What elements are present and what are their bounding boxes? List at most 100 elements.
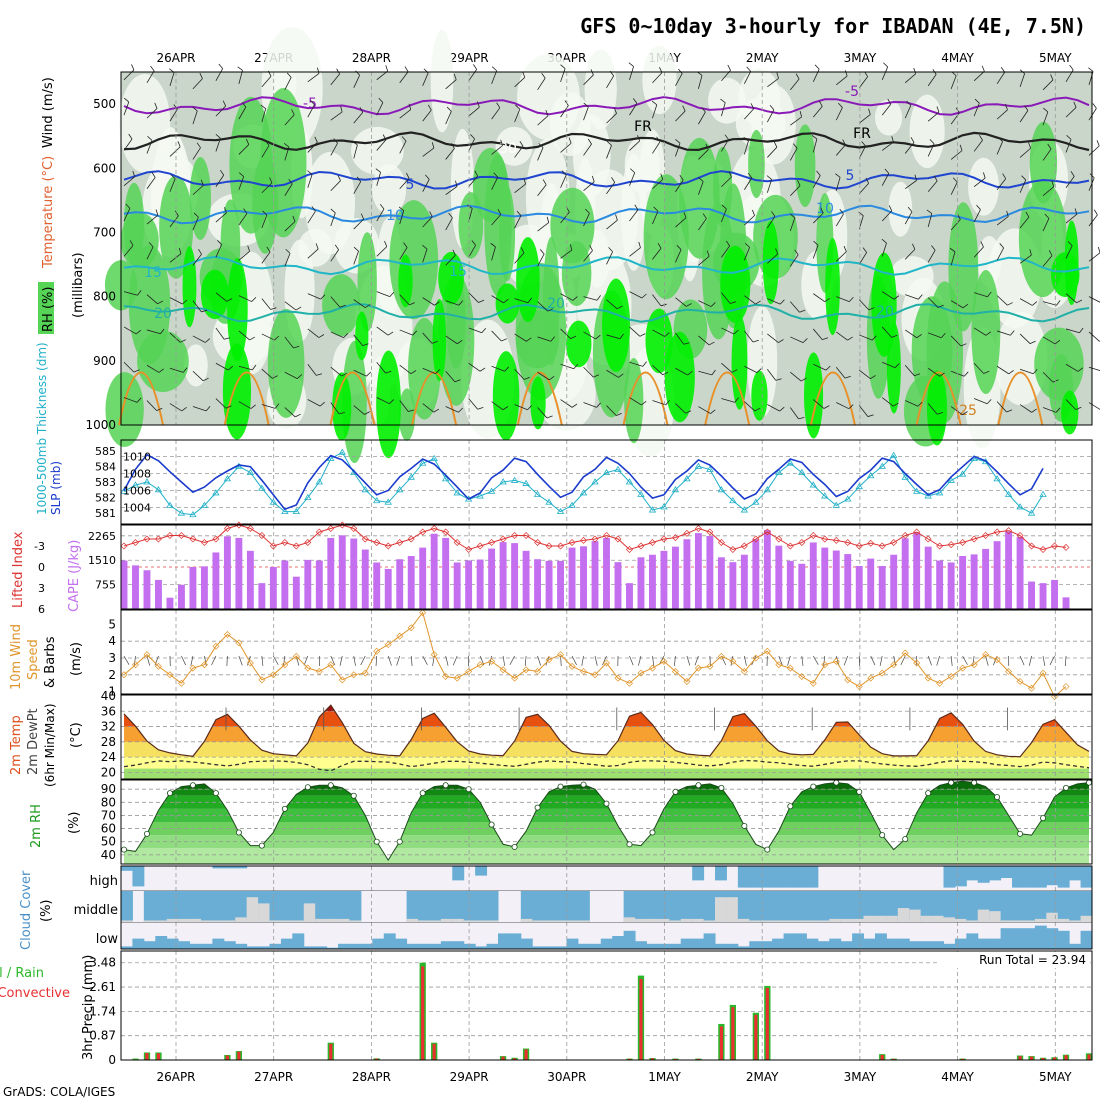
wind-barb-flag (519, 140, 524, 147)
cloud-cell-high (223, 866, 236, 869)
thickness-marker (867, 471, 875, 479)
wind-barb (904, 73, 917, 84)
cloud-cell-low (1000, 928, 1013, 949)
cloud-cell-high (760, 866, 773, 888)
wind-barb-flag (835, 173, 841, 178)
wind-speed-marker (384, 641, 392, 649)
wind-barb (950, 181, 958, 195)
wind-barb (514, 404, 528, 411)
wind-barb (468, 398, 478, 410)
lifted-index-marker (407, 535, 415, 543)
wind-barb-flag (1031, 408, 1037, 413)
cloud-cell-middle (418, 920, 430, 922)
lifted-index-marker (522, 532, 530, 539)
wind-speed-marker (878, 669, 886, 677)
rh-marker (488, 821, 495, 828)
lifted-index-marker (235, 521, 243, 529)
precip-tick-label: 3.48 (89, 956, 116, 970)
wind-speed-marker (465, 667, 473, 675)
wind-barb-flag (839, 209, 844, 215)
date-label-top: 4MAY (941, 51, 974, 65)
wind-barb-flag (682, 105, 686, 112)
wind-barb-10m (962, 655, 968, 665)
rh-shade-moist (252, 154, 279, 254)
cloud-middle-base (418, 891, 430, 922)
wind-barb (950, 406, 963, 416)
cloud-cell-high (943, 866, 956, 888)
cloud-middle-base (555, 891, 568, 922)
precip-convective-bar (696, 1058, 700, 1060)
wind-barb-flag (200, 179, 204, 186)
wind-barb-flag (151, 172, 156, 178)
wind-barb-flag (642, 361, 647, 367)
thickness-marker (189, 510, 197, 518)
wind-barb-flag (471, 240, 476, 246)
wind-barb (836, 296, 850, 303)
lifted-index-marker (729, 546, 737, 553)
wind-barb (812, 328, 823, 340)
wind-barb (192, 147, 201, 160)
wind-barb-flag (595, 334, 601, 340)
lifted-index-marker (1016, 532, 1024, 539)
wind-barb-flag (473, 64, 478, 70)
lifted-index-marker (1028, 542, 1036, 550)
wind-barb (376, 208, 385, 222)
wind-barb (675, 217, 687, 228)
cape-bar (694, 533, 702, 609)
thickness-marker (1039, 490, 1047, 497)
wind-barb-10m (445, 655, 449, 666)
cape-bar (246, 550, 254, 609)
wind-barb (835, 251, 847, 262)
wind-barb (560, 328, 571, 339)
wind-barb-flag (894, 363, 900, 368)
thickness-marker (637, 490, 645, 497)
chart-title: GFS 0~10day 3-hourly for IBADAN (4E, 7.5… (580, 14, 1086, 38)
cloud-cell-low (1034, 925, 1047, 949)
wind-barb-flag (1006, 409, 1013, 413)
cape-bar (706, 535, 714, 609)
cloud-cell-high (989, 866, 1002, 881)
wind-speed-marker (419, 609, 427, 617)
wind-barb-flag (931, 245, 936, 251)
cloud-cell-low (703, 933, 716, 949)
wind-barb (422, 367, 436, 375)
rh-shade-moist (1029, 121, 1058, 204)
wind-barb (1042, 255, 1053, 267)
wind-barb-10m (823, 655, 826, 666)
wind-barb-flag (779, 299, 785, 305)
cloud-cell-high (966, 866, 979, 881)
wind-barb-flag (237, 66, 243, 71)
isotherm-25-arch (329, 371, 376, 426)
wind-barb-flag (199, 73, 203, 79)
wind-barb-flag (887, 98, 892, 105)
wind-barb (514, 333, 527, 342)
temp-tick-label: 20 (101, 765, 116, 779)
wind-barb-flag (319, 401, 325, 407)
wind-barb (169, 72, 175, 86)
wind-axis-label-2: Speed (26, 639, 41, 680)
wind-barb-flag (683, 212, 687, 218)
lifted-index-marker (775, 535, 783, 543)
lifted-index-marker (855, 542, 863, 550)
wind-barb-flag (398, 206, 405, 211)
wind-barb-flag (136, 397, 142, 403)
wind-barb-flag (941, 332, 946, 338)
cloud-cell-low (349, 943, 362, 949)
wind-barb (537, 115, 549, 126)
wind-barb (927, 180, 938, 192)
wind-barb (583, 181, 595, 192)
precip-convective-bar (1087, 1054, 1091, 1060)
wind-barb-flag (408, 409, 415, 412)
wind-barb-flag (222, 100, 226, 107)
thickness-marker (143, 478, 151, 485)
wind-barb (284, 407, 296, 418)
wind-barb-flag (1056, 300, 1061, 306)
wind-barb (1065, 176, 1075, 188)
wind-barb (537, 336, 552, 342)
isotherm-25-arch (809, 371, 856, 426)
cloud-cell-middle (1023, 920, 1036, 922)
cloud-middle-base (280, 891, 293, 922)
wind-barb-flag (1077, 367, 1084, 372)
wind-barb-flag (962, 303, 969, 309)
precip-convective-bar (145, 1053, 149, 1060)
